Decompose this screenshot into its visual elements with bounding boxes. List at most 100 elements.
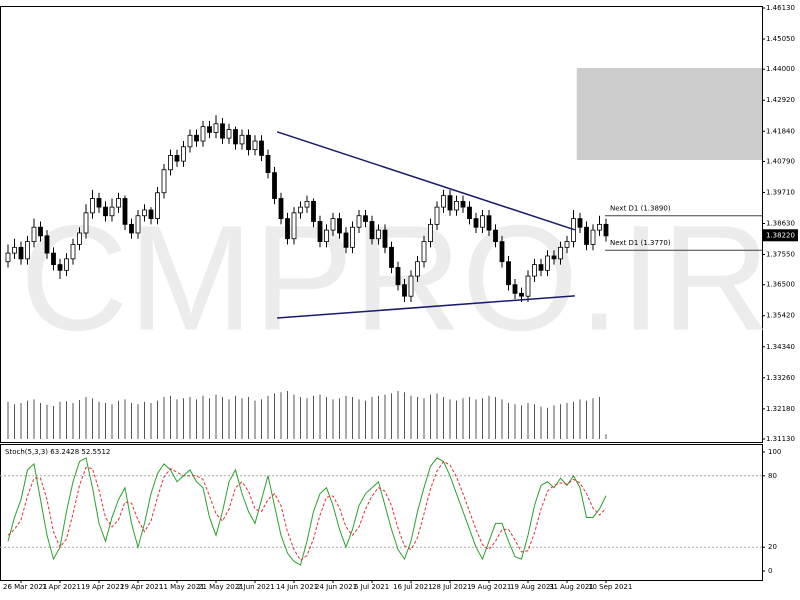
- candle-body: [480, 215, 485, 228]
- candle-body: [213, 123, 219, 133]
- candle-body: [18, 246, 24, 260]
- candle-body: [194, 134, 199, 142]
- candle-body: [421, 241, 427, 263]
- candle-body: [376, 229, 381, 240]
- candle-body: [467, 206, 472, 220]
- candle-body: [103, 206, 108, 217]
- stoch-panel: [0, 444, 763, 581]
- level-label: Next D1 (1.3770): [610, 239, 671, 247]
- candle-body: [402, 284, 407, 297]
- candle-body: [220, 123, 225, 139]
- x-tick-label: 11 May 2021: [159, 583, 205, 591]
- candle-body: [135, 215, 141, 234]
- candle-body: [109, 206, 115, 217]
- candle-body: [116, 198, 121, 208]
- candle-body: [200, 126, 206, 142]
- y-tick-label: 1.31130: [766, 435, 795, 443]
- level-label: Next D1 (1.3890): [610, 205, 671, 213]
- candle-body: [252, 140, 258, 151]
- price-tag: [762, 229, 798, 242]
- price-panel: [0, 6, 763, 443]
- candle-body: [57, 264, 63, 271]
- y-tick-label: 1.42920: [766, 96, 795, 104]
- candle-body: [70, 244, 76, 260]
- candle-body: [447, 195, 453, 211]
- candle-body: [317, 221, 323, 243]
- candle-body: [408, 275, 414, 297]
- candle-body: [168, 155, 173, 171]
- candle-body: [96, 198, 102, 208]
- y-tick-label: 1.44000: [766, 65, 795, 73]
- x-tick-label: 10 Sep 2021: [588, 583, 632, 591]
- candle-body: [603, 223, 609, 237]
- candle-body: [272, 172, 277, 199]
- candle-body: [278, 198, 284, 220]
- candle-body: [285, 218, 290, 240]
- candle-body: [64, 258, 69, 271]
- x-tick-label: 29 Apr 2021: [120, 583, 163, 591]
- candle-body: [454, 200, 459, 211]
- candle-body: [311, 200, 316, 222]
- trendline: [277, 295, 575, 319]
- candle-body: [486, 215, 492, 231]
- price-tag-label: 1.38220: [766, 231, 795, 239]
- candle-body: [298, 206, 303, 214]
- candle-body: [207, 126, 212, 133]
- y-tick-label: 1.37550: [766, 251, 795, 259]
- candle-body: [584, 226, 589, 245]
- watermark: CMPRO.IR: [20, 194, 770, 362]
- candle-body: [499, 241, 505, 263]
- candle-body: [519, 292, 524, 297]
- x-tick-label: 28 Jul 2021: [432, 583, 472, 591]
- candle-body: [226, 129, 232, 139]
- stoch-tick-label: 20: [768, 543, 777, 551]
- candle-body: [428, 223, 433, 243]
- candle-body: [122, 198, 128, 225]
- stoch-line: [7, 460, 607, 562]
- candle-body: [395, 267, 401, 286]
- candle-body: [356, 215, 362, 228]
- candle-body: [330, 218, 336, 231]
- candle-body: [415, 261, 420, 277]
- candle-body: [155, 192, 160, 220]
- candle-body: [363, 215, 368, 222]
- stoch-tick-label: 0: [768, 567, 772, 575]
- y-tick-label: 1.41840: [766, 127, 795, 135]
- candle-body: [337, 218, 342, 234]
- candle-body: [473, 218, 479, 228]
- candle-body: [389, 246, 394, 268]
- candle-body: [77, 232, 82, 245]
- candle-body: [44, 235, 50, 254]
- x-tick-label: 14 Jun 2021: [276, 583, 318, 591]
- candle-body: [577, 218, 583, 228]
- candle-body: [12, 246, 17, 254]
- candle-body: [181, 146, 186, 162]
- x-tick-label: 19 Apr 2021: [81, 583, 124, 591]
- candle-body: [597, 223, 602, 231]
- candle-body: [434, 206, 440, 225]
- y-tick-label: 1.38630: [766, 220, 795, 228]
- candle-body: [187, 134, 193, 148]
- candle-body: [291, 212, 297, 240]
- x-tick-label: 24 Jun 2021: [315, 583, 357, 591]
- x-tick-label: 21 May 2021: [198, 583, 244, 591]
- candle-body: [460, 200, 466, 208]
- candle-body: [558, 246, 563, 260]
- x-tick-label: 26 Mar 2021: [3, 583, 47, 591]
- candle-body: [38, 226, 43, 237]
- x-tick-label: 9 Aug 2021: [471, 583, 511, 591]
- candle-body: [369, 221, 375, 240]
- y-tick-label: 1.45050: [766, 35, 795, 43]
- candle-body: [506, 261, 511, 286]
- candle-body: [161, 169, 167, 194]
- candle-body: [512, 284, 518, 294]
- stoch-tick-label: 80: [768, 472, 777, 480]
- candle-body: [525, 275, 531, 297]
- x-tick-label: 19 Aug 2021: [510, 583, 555, 591]
- y-tick-label: 1.34340: [766, 343, 795, 351]
- y-tick-label: 1.33260: [766, 374, 795, 382]
- candle-body: [83, 212, 89, 234]
- y-tick-label: 1.35420: [766, 312, 795, 320]
- candle-body: [233, 129, 238, 145]
